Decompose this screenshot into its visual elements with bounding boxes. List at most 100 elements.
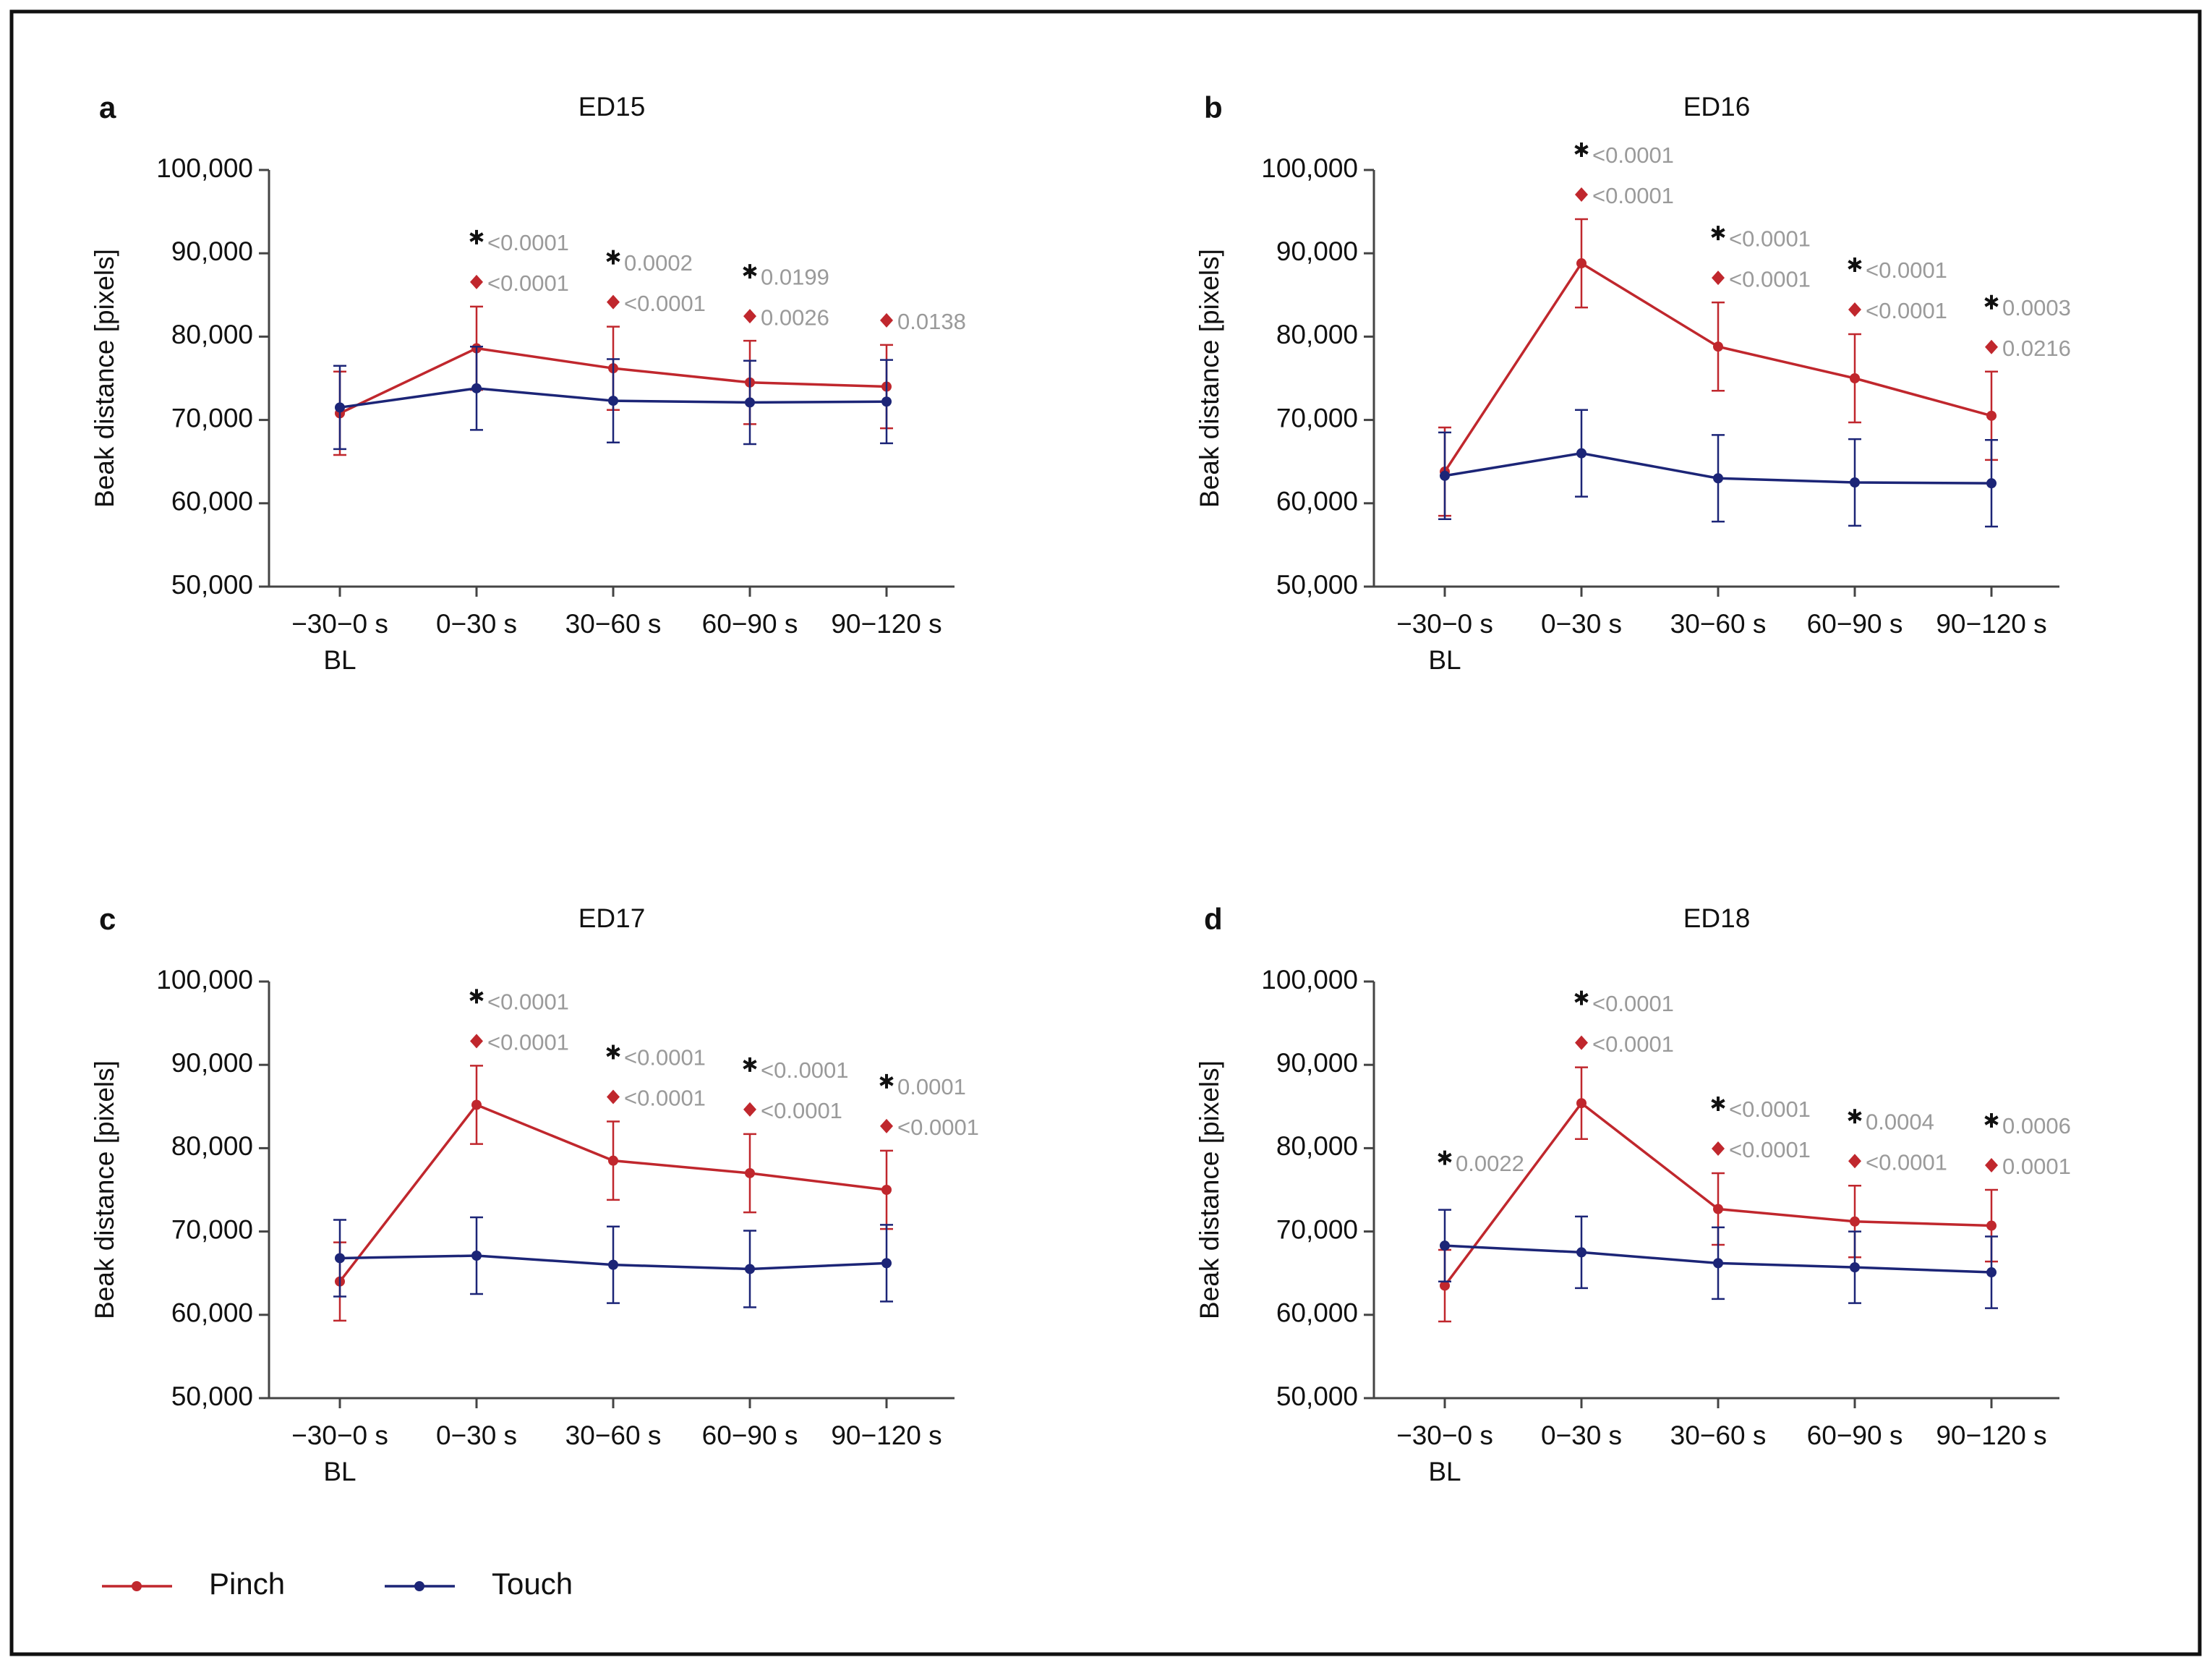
y-tick-label: 100,000	[1261, 153, 1358, 183]
diamond-p-value: <0.0001	[1866, 1149, 1947, 1175]
x-tick-label: −30−0 s	[1396, 1421, 1493, 1450]
baseline-label: BL	[1428, 645, 1461, 675]
diamond	[1712, 271, 1725, 286]
star-p-value: <0.0001	[624, 1045, 706, 1070]
asterisk	[1711, 1096, 1725, 1111]
diamond	[1712, 1141, 1725, 1156]
y-tick-label: 60,000	[1276, 1298, 1358, 1328]
asterisk	[743, 264, 757, 279]
y-axis-label: Beak distance [pixels]	[90, 249, 119, 508]
x-tick-label: 0−30 s	[436, 1421, 517, 1450]
marker	[608, 1155, 618, 1166]
legend-marker	[132, 1581, 142, 1591]
y-tick-label: 70,000	[1276, 1214, 1358, 1244]
asterisk	[1711, 226, 1725, 241]
diamond	[607, 294, 620, 310]
diamond-p-value: <0.0001	[624, 1086, 706, 1111]
asterisk	[1574, 990, 1589, 1005]
marker	[1850, 373, 1860, 383]
marker	[1850, 477, 1860, 488]
asterisk	[606, 1044, 620, 1060]
marker	[1986, 1220, 1997, 1231]
chart-title: ED15	[578, 92, 646, 122]
x-tick-label: 90−120 s	[831, 1421, 941, 1450]
star-p-value: <0.0001	[487, 230, 569, 255]
diamond-p-value: 0.0216	[2002, 336, 2071, 361]
panel-letter: d	[1204, 902, 1223, 936]
diamond-p-value: <0.0001	[897, 1115, 979, 1140]
y-tick-label: 50,000	[1276, 1382, 1358, 1411]
asterisk	[606, 250, 620, 265]
marker	[1986, 478, 1997, 489]
legend-marker	[414, 1581, 424, 1591]
x-tick-label: 30−60 s	[565, 609, 662, 639]
marker	[881, 396, 892, 407]
y-tick-label: 80,000	[171, 320, 253, 349]
star-p-value: <0..0001	[761, 1057, 849, 1083]
star-p-value: 0.0001	[897, 1074, 966, 1099]
marker	[1850, 1216, 1860, 1227]
legend-label: Touch	[492, 1567, 573, 1601]
marker	[608, 1259, 618, 1270]
star-p-value: <0.0001	[1592, 142, 1674, 168]
x-tick-label: 0−30 s	[436, 609, 517, 639]
diamond-p-value: <0.0001	[487, 1030, 569, 1055]
y-tick-label: 90,000	[1276, 1048, 1358, 1078]
star-p-value: <0.0001	[1729, 1097, 1811, 1122]
marker	[745, 1264, 755, 1274]
y-tick-label: 70,000	[171, 403, 253, 433]
x-tick-label: 60−90 s	[702, 1421, 798, 1450]
diamond	[880, 312, 893, 328]
diamond	[880, 1118, 893, 1133]
marker	[471, 383, 482, 393]
y-tick-label: 100,000	[1261, 965, 1358, 995]
marker	[471, 1251, 482, 1261]
x-tick-label: −30−0 s	[291, 609, 388, 639]
baseline-label: BL	[323, 645, 356, 675]
y-tick-label: 60,000	[171, 487, 253, 516]
star-p-value: 0.0002	[624, 250, 693, 276]
x-tick-label: 60−90 s	[1807, 1421, 1903, 1450]
x-tick-label: 30−60 s	[565, 1421, 662, 1450]
y-tick-label: 70,000	[171, 1214, 253, 1244]
x-tick-label: 30−60 s	[1670, 609, 1767, 639]
marker	[1576, 448, 1587, 459]
marker	[881, 1258, 892, 1269]
star-p-value: 0.0199	[761, 264, 829, 289]
y-tick-label: 90,000	[1276, 237, 1358, 266]
chart-title: ED16	[1683, 92, 1751, 122]
asterisk	[1984, 1113, 1999, 1128]
star-p-value: 0.0022	[1456, 1151, 1524, 1176]
diamond	[1848, 1154, 1861, 1169]
diamond	[470, 1034, 483, 1049]
diamond-p-value: 0.0026	[761, 305, 829, 330]
diamond	[743, 309, 756, 324]
marker	[1713, 473, 1723, 484]
y-axis-label: Beak distance [pixels]	[1195, 249, 1224, 508]
x-tick-label: 90−120 s	[1936, 1421, 2046, 1450]
diamond-p-value: 0.0138	[897, 309, 966, 334]
diamond-p-value: <0.0001	[624, 291, 706, 316]
panel-letter: c	[99, 902, 116, 936]
x-tick-label: −30−0 s	[291, 1421, 388, 1450]
star-p-value: <0.0001	[487, 989, 569, 1015]
diamond-p-value: <0.0001	[761, 1098, 842, 1123]
marker	[1713, 1204, 1723, 1214]
diamond-p-value: <0.0001	[1866, 298, 1947, 323]
diamond	[1575, 1035, 1588, 1050]
y-tick-label: 50,000	[1276, 570, 1358, 600]
panel-letter: b	[1204, 90, 1223, 124]
baseline-label: BL	[323, 1457, 356, 1486]
y-axis-label: Beak distance [pixels]	[90, 1060, 119, 1319]
y-tick-label: 80,000	[171, 1131, 253, 1161]
marker	[1576, 258, 1587, 269]
marker	[335, 402, 345, 413]
baseline-label: BL	[1428, 1457, 1461, 1486]
asterisk	[1438, 1150, 1452, 1165]
x-tick-label: 0−30 s	[1541, 609, 1622, 639]
star-p-value: <0.0001	[1866, 257, 1947, 283]
diamond	[1985, 1158, 1998, 1172]
marker	[1713, 1258, 1723, 1269]
diamond-p-value: <0.0001	[1592, 183, 1674, 208]
y-tick-label: 60,000	[171, 1298, 253, 1328]
